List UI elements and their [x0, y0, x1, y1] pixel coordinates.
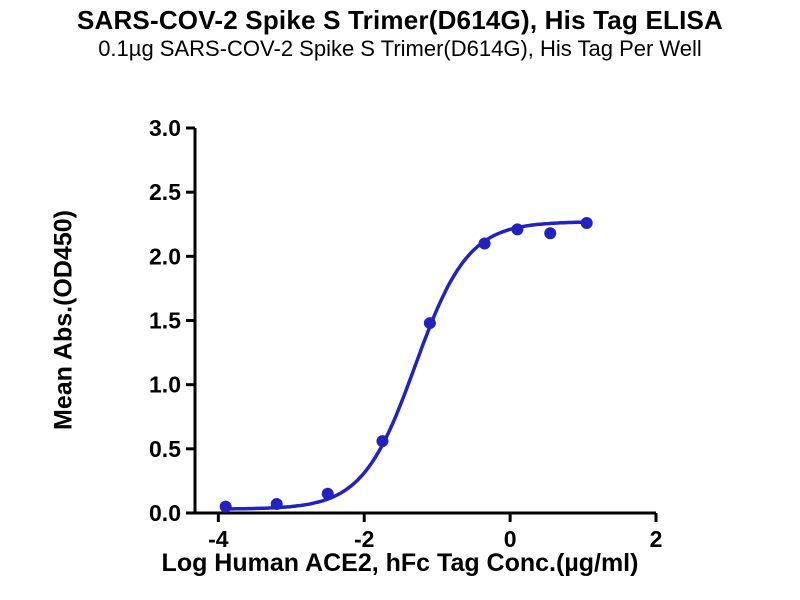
x-tick-label: 2 [650, 526, 663, 552]
x-tick-label: -2 [354, 526, 374, 552]
y-tick-label: 3.0 [149, 115, 181, 141]
fit-curve [223, 220, 589, 511]
y-tick-label: 0.5 [149, 436, 181, 462]
data-point [478, 237, 491, 250]
y-tick-label: 1.0 [149, 372, 181, 398]
y-tick-label: 2.0 [149, 243, 181, 269]
data-point [423, 317, 436, 330]
data-point [321, 487, 334, 500]
x-tick-label: -4 [208, 526, 229, 552]
x-axis-label: Log Human ACE2, hFc Tag Conc.(µg/ml) [161, 549, 639, 577]
y-tick-label: 1.5 [149, 308, 181, 334]
data-point [511, 223, 524, 236]
chart-title: SARS-COV-2 Spike S Trimer(D614G), His Ta… [76, 5, 724, 35]
x-tick-label: 0 [504, 526, 517, 552]
data-point [580, 216, 593, 229]
data-point [544, 227, 557, 240]
chart-subtitle: 0.1µg SARS-COV-2 Spike S Trimer(D614G), … [98, 36, 702, 61]
data-point [270, 498, 283, 511]
data-point [376, 435, 389, 448]
data-point [219, 500, 232, 513]
y-tick-label: 0.0 [149, 500, 181, 526]
y-tick-label: 2.5 [149, 179, 181, 205]
